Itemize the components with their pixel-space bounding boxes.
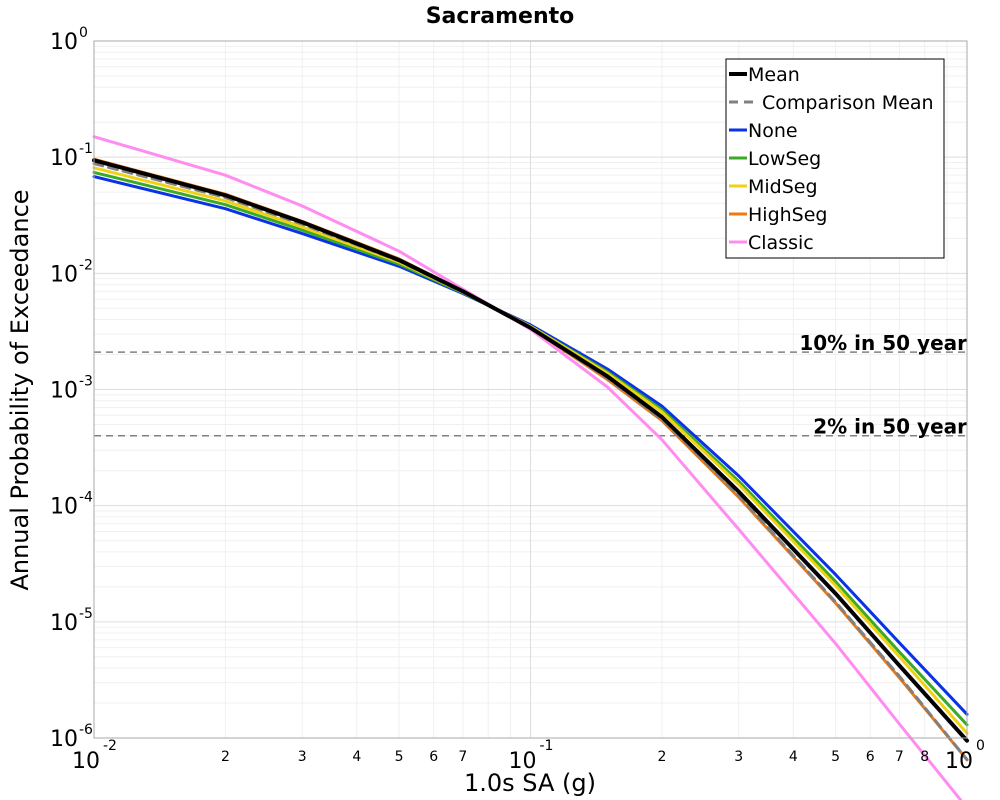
reference-line-label: 10% in 50 year [799, 331, 967, 355]
x-tick-label: 10-1 [509, 738, 554, 774]
x-tick-base: 10 [72, 749, 100, 774]
y-tick-base: 10 [50, 727, 78, 752]
legend: Mean Comparison Mean None LowSeg MidSeg HighS… [725, 58, 945, 259]
x-minor-tick-label: 6 [429, 749, 438, 765]
y-tick-exponent: -4 [79, 490, 93, 506]
plot-frame [93, 40, 968, 739]
series-layer [92, 135, 969, 800]
y-tick-base: 10 [50, 262, 78, 287]
y-tick-label: 10 -1 [50, 141, 93, 171]
legend-label: Mean [748, 64, 800, 86]
x-minor-tick-label: 3 [734, 749, 743, 765]
x-minor-tick-label: 2 [657, 749, 666, 765]
y-tick-base: 10 [50, 146, 78, 171]
x-minor-tick-label: 6 [866, 749, 875, 765]
x-tick-exponent: -2 [103, 738, 117, 754]
legend-label: None [748, 120, 798, 142]
reference-line-label: 2% in 50 year [813, 415, 967, 439]
x-minor-tick-label: 4 [352, 749, 361, 765]
y-tick-exponent: -3 [79, 374, 93, 390]
x-minor-tick-label: 2 [221, 749, 230, 765]
x-tick-label: 100 [945, 738, 985, 774]
chart-title: Sacramento [426, 4, 575, 29]
x-minor-tick-label: 4 [789, 749, 798, 765]
y-axis-label: Annual Probability of Exceedance [6, 189, 34, 590]
legend-label: LowSeg [748, 148, 821, 170]
x-tick-base: 10 [509, 749, 537, 774]
x-minor-tick-label: 5 [831, 749, 840, 765]
y-tick-exponent: -5 [79, 606, 93, 622]
x-tick-exponent: 0 [976, 738, 985, 754]
y-tick-label: 10 -5 [50, 606, 93, 636]
y-tick-exponent: -2 [79, 257, 93, 273]
y-tick-exponent: 0 [79, 25, 88, 41]
reference-lines: 10% in 50 year 2% in 50 year [94, 331, 967, 439]
legend-label: Classic [748, 232, 814, 254]
legend-label: HighSeg [748, 204, 827, 226]
x-minor-tick-label: 7 [458, 749, 467, 765]
series-line-none [92, 175, 969, 716]
x-tick-base: 10 [945, 749, 973, 774]
x-minor-tick-label: 7 [895, 749, 904, 765]
x-tick-exponent: -1 [540, 738, 554, 754]
y-tick-exponent: -1 [79, 141, 93, 157]
x-minor-tick-label: 3 [298, 749, 307, 765]
y-tick-base: 10 [50, 30, 78, 55]
legend-label: Comparison Mean [762, 92, 934, 114]
y-tick-label: 10 -4 [50, 490, 93, 520]
y-tick-base: 10 [50, 379, 78, 404]
y-tick-base: 10 [50, 611, 78, 636]
x-minor-tick-label: 5 [395, 749, 404, 765]
legend-box [725, 58, 945, 259]
x-axis-label: 1.0s SA (g) [464, 769, 596, 797]
y-tick-exponent: -6 [79, 722, 93, 738]
x-tick-label: 10-2 [72, 738, 117, 774]
legend-label: MidSeg [748, 176, 818, 198]
y-tick-label: 10 -2 [50, 257, 93, 287]
y-tick-label: 10 -6 [50, 722, 93, 752]
y-tick-label: 10 0 [50, 25, 88, 55]
x-minor-tick-label: 8 [920, 749, 929, 765]
series-line-classic [92, 135, 963, 800]
y-tick-base: 10 [50, 495, 78, 520]
y-tick-label: 10 -3 [50, 374, 93, 404]
series-line-mean [92, 158, 969, 743]
